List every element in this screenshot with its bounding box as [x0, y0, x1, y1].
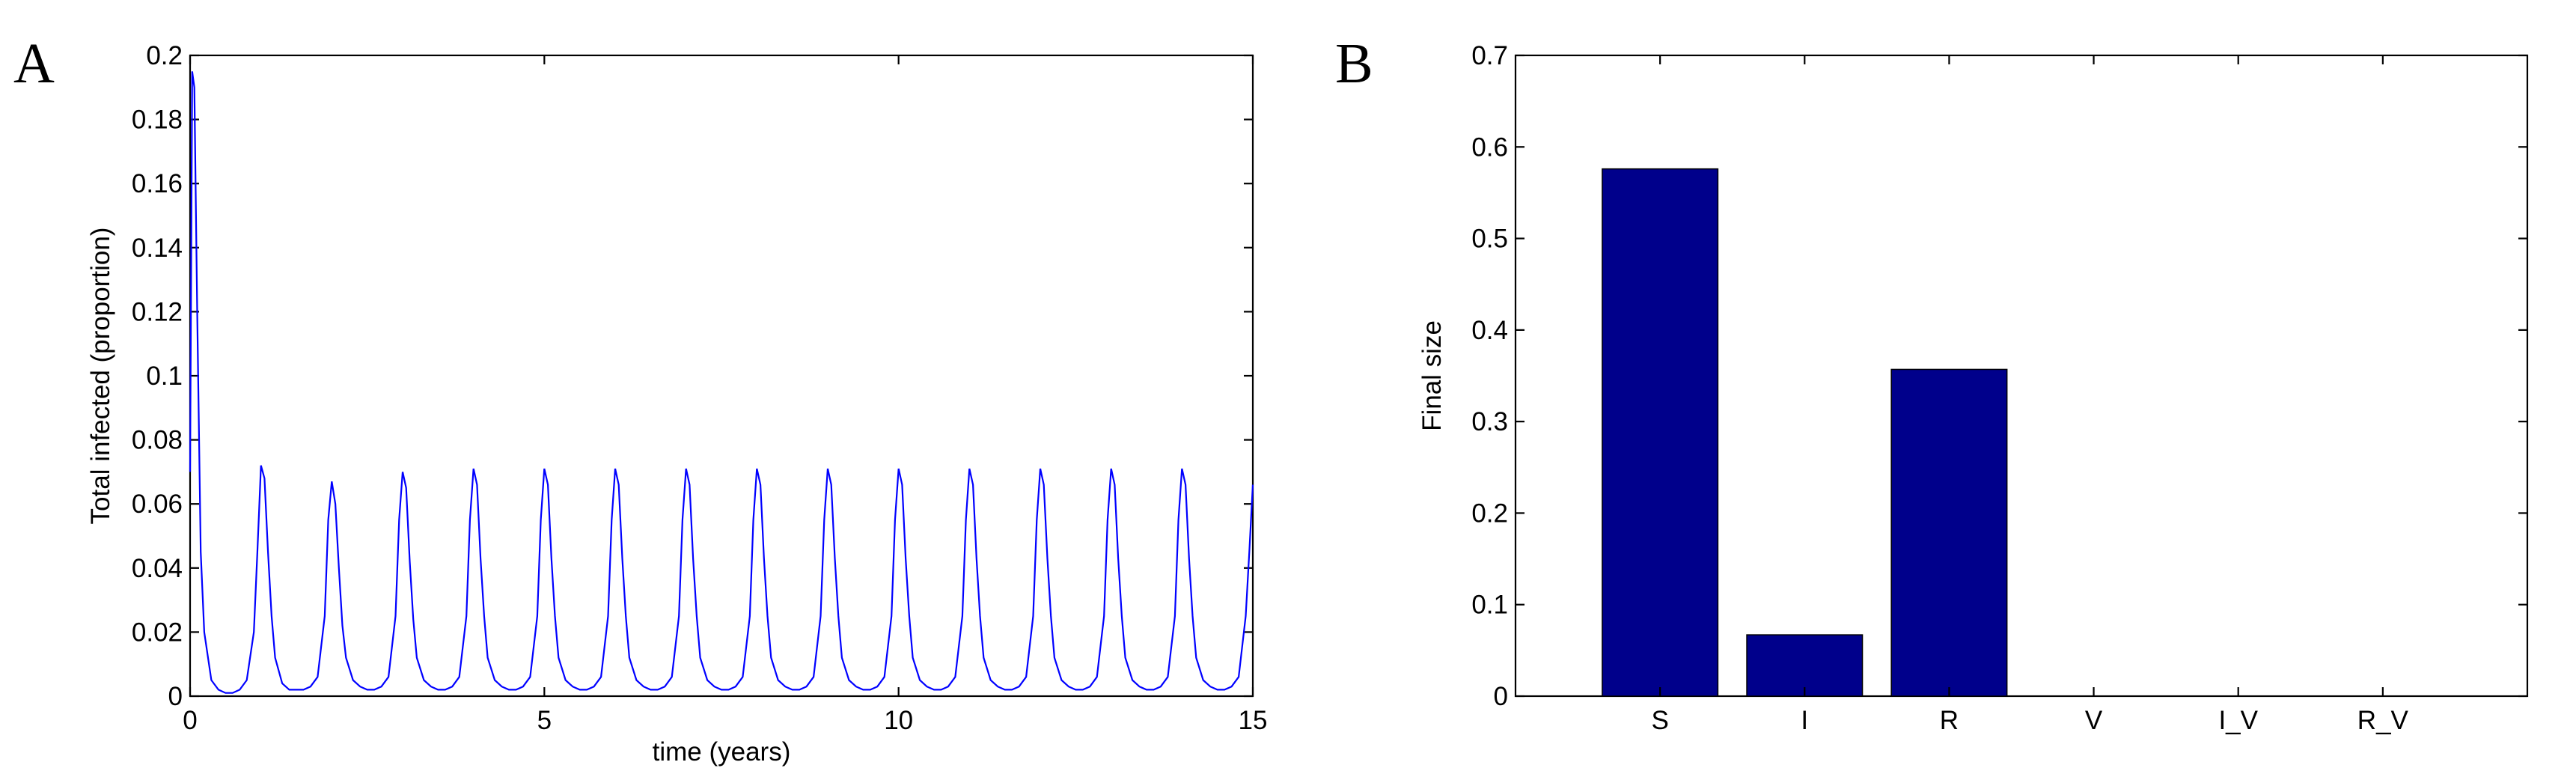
panel-a-y-tick-label: 0.18 — [132, 106, 183, 135]
panel-b-bar-s — [1602, 168, 1719, 697]
panel-b-chart: B 0 0.1 0.2 0.3 0.4 0.5 0.6 0.7 S I R V I_V R_V Fina… — [1335, 32, 2529, 735]
panel-a-x-ticks: 0 5 10 15 — [183, 55, 1267, 735]
panel-a-x-axis-label: time (years) — [653, 737, 791, 767]
panel-a-y-ticks: 0 0.02 0.04 0.06 0.08 0.1 0.12 0.14 0.16 0.18 0.2 — [132, 41, 1253, 711]
panel-a-x-tick-label: 5 — [537, 706, 552, 735]
panel-b-x-tick-label: I — [1801, 706, 1808, 735]
panel-a-y-tick-label: 0.12 — [132, 297, 183, 326]
panel-a-y-tick-label: 0.1 — [146, 362, 183, 391]
panel-b-x-tick-label: R — [1940, 706, 1959, 735]
panel-b-y-tick-label: 0 — [1494, 682, 1508, 711]
panel-b-x-tick-label: R_V — [2357, 706, 2409, 735]
panel-a-y-tick-label: 0 — [168, 682, 183, 711]
panel-b-x-ticks: S I R V I_V R_V — [1651, 55, 2409, 735]
panel-a-y-tick-label: 0.2 — [146, 41, 183, 70]
panel-b-letter: B — [1335, 32, 1373, 95]
panel-b-y-axis-label: Final size — [1417, 320, 1447, 431]
panel-b-y-tick-label: 0.2 — [1471, 499, 1508, 528]
panel-a-y-tick-label: 0.16 — [132, 169, 183, 198]
panel-b-y-tick-label: 0.4 — [1471, 316, 1508, 345]
panel-a-y-tick-label: 0.14 — [132, 234, 183, 263]
panel-a-plot-frame — [189, 54, 1254, 698]
panel-a-x-tick-label: 15 — [1239, 706, 1268, 735]
panel-a-y-tick-label: 0.02 — [132, 618, 183, 647]
panel-a-x-tick-label: 0 — [183, 706, 197, 735]
panel-b-y-tick-label: 0.7 — [1471, 41, 1508, 70]
panel-b-y-tick-label: 0.5 — [1471, 225, 1508, 254]
panel-b-x-tick-label: I_V — [2218, 706, 2258, 735]
panel-a-letter: A — [13, 32, 55, 95]
panel-b-y-tick-label: 0.6 — [1471, 132, 1508, 162]
panel-b-plot-frame — [1514, 54, 2529, 698]
panel-b-y-tick-label: 0.3 — [1471, 407, 1508, 436]
panel-a-x-tick-label: 10 — [884, 706, 913, 735]
panel-b-x-tick-label: V — [2085, 706, 2103, 735]
panel-a-y-axis-label: Total infected (proportion) — [86, 228, 115, 525]
panel-a-chart: A 0 0.02 0.04 0.06 0.08 0.1 0.12 0.14 0.16 0.18 0.… — [13, 32, 1267, 767]
panel-b-x-tick-label: S — [1651, 706, 1668, 735]
panel-b-bars — [1602, 168, 2008, 697]
panel-b-y-tick-label: 0.1 — [1471, 591, 1508, 620]
panel-a-y-tick-label: 0.06 — [132, 490, 183, 519]
panel-b-y-ticks: 0 0.1 0.2 0.3 0.4 0.5 0.6 0.7 — [1471, 41, 2527, 711]
panel-b-bar-i — [1746, 634, 1864, 697]
panel-a-series-line — [189, 71, 1254, 694]
panel-a-y-tick-label: 0.08 — [132, 426, 183, 455]
panel-a-y-tick-label: 0.04 — [132, 554, 183, 583]
panel-b-bar-r — [1890, 368, 2008, 697]
